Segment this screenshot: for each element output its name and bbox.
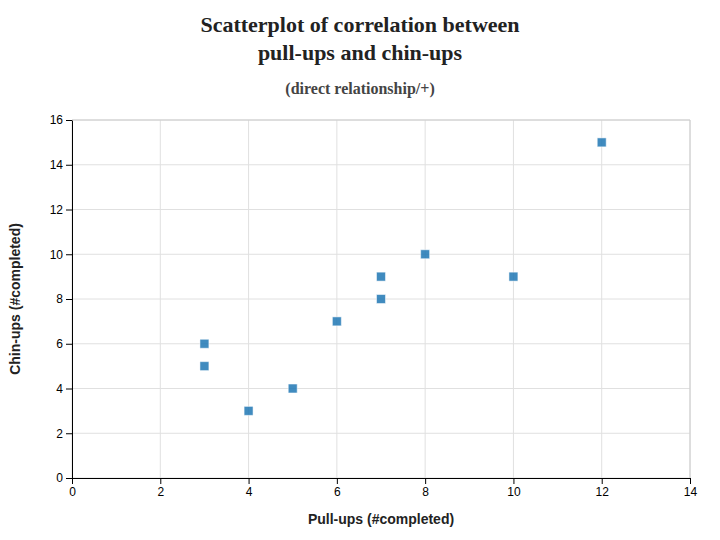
point xyxy=(200,362,209,371)
x-axis-tick: 0 xyxy=(69,478,76,499)
y-axis-tick-mark xyxy=(66,389,72,390)
y-axis-tick: 12 xyxy=(50,203,72,217)
grid-line-y xyxy=(72,388,690,389)
y-axis-tick-label: 12 xyxy=(50,203,64,217)
y-axis-tick: 14 xyxy=(50,158,72,172)
y-axis-tick-mark xyxy=(66,433,72,434)
y-axis-tick-label: 10 xyxy=(50,248,64,262)
x-axis-tick: 12 xyxy=(596,478,610,499)
x-axis-tick-label: 2 xyxy=(157,485,164,499)
points xyxy=(200,138,606,415)
point xyxy=(377,295,386,304)
plot-area: 0 2 4 6 8 10 12 14 0 2 4 6 8 10 12 14 16 xyxy=(50,113,698,498)
y-axis-tick-label: 4 xyxy=(56,382,63,396)
grid-line-y xyxy=(72,209,690,210)
grid-line-y xyxy=(72,433,690,434)
y-axis-tick: 4 xyxy=(56,382,72,396)
y-axis-tick-label: 2 xyxy=(56,427,63,441)
x-axis-tick-mark xyxy=(602,478,603,484)
y-axis: 0 2 4 6 8 10 12 14 16 xyxy=(50,113,73,485)
y-axis-tick: 0 xyxy=(56,471,72,485)
x-axis-tick-mark xyxy=(337,478,338,484)
y-axis-tick-mark xyxy=(66,478,72,479)
x-axis-tick: 4 xyxy=(246,478,253,499)
x-axis-tick-label: 0 xyxy=(69,485,76,499)
x-axis-tick-label: 8 xyxy=(422,485,429,499)
y-axis-tick-mark xyxy=(66,210,72,211)
y-axis-tick: 10 xyxy=(50,248,72,262)
x-axis-tick-label: 14 xyxy=(684,485,698,499)
x-axis-tick-mark xyxy=(160,478,161,484)
y-axis-tick-mark xyxy=(66,254,72,255)
y-axis-tick: 2 xyxy=(56,427,72,441)
grid xyxy=(72,120,690,478)
title: pull-ups and chin-ups xyxy=(258,40,463,65)
grid-line-y xyxy=(72,254,690,255)
y-axis-title: Chin-ups (#completed) xyxy=(7,223,23,375)
y-axis-tick-label: 8 xyxy=(56,292,63,306)
x-axis: 0 2 4 6 8 10 12 14 xyxy=(69,478,697,499)
y-axis-tick-label: 14 xyxy=(50,158,64,172)
point xyxy=(288,384,297,393)
y-axis-tick: 6 xyxy=(56,337,72,351)
y-axis-line xyxy=(66,121,73,479)
x-axis-tick-label: 12 xyxy=(596,485,610,499)
point xyxy=(377,272,386,281)
x-axis-tick: 10 xyxy=(507,478,521,499)
x-axis-title: Pull-ups (#completed) xyxy=(308,511,454,527)
x-axis-tick: 8 xyxy=(422,478,429,499)
x-axis-tick-mark xyxy=(513,478,514,484)
point xyxy=(244,406,253,415)
y-axis-tick-mark xyxy=(66,120,72,121)
grid-line-x xyxy=(690,120,691,478)
point xyxy=(597,138,606,147)
title: Scatterplot of correlation between xyxy=(200,12,519,37)
x-axis-tick: 6 xyxy=(334,478,341,499)
point xyxy=(200,339,209,348)
frame xyxy=(72,120,690,121)
y-axis-tick-mark xyxy=(66,299,72,300)
x-axis-tick-mark xyxy=(425,478,426,484)
x-axis-tick-mark xyxy=(249,478,250,484)
y-axis-tick: 16 xyxy=(50,113,72,127)
x-axis-tick: 14 xyxy=(684,478,698,499)
y-axis-tick-label: 6 xyxy=(56,337,63,351)
grid-line-y xyxy=(72,343,690,344)
x-axis-tick: 2 xyxy=(157,478,164,499)
x-axis-line xyxy=(73,479,691,485)
grid-line-y xyxy=(72,120,690,121)
y-axis-tick-mark xyxy=(66,344,72,345)
x-axis-tick-mark xyxy=(690,478,691,484)
x-axis-tick-label: 10 xyxy=(507,485,521,499)
frame xyxy=(690,120,691,478)
y-axis-tick-mark xyxy=(66,165,72,166)
x-axis-tick-label: 4 xyxy=(246,485,253,499)
grid-line-y xyxy=(72,164,690,165)
y-axis-tick-label: 0 xyxy=(56,471,63,485)
point xyxy=(509,272,518,281)
subtitle: (direct relationship/+) xyxy=(285,80,434,98)
y-axis-tick: 8 xyxy=(56,292,72,306)
chart: Scatterplot of correlation between pull-u… xyxy=(0,0,720,540)
point xyxy=(332,317,341,326)
x-axis-tick-label: 6 xyxy=(334,485,341,499)
point xyxy=(421,250,430,259)
y-axis-tick-label: 16 xyxy=(50,113,64,127)
